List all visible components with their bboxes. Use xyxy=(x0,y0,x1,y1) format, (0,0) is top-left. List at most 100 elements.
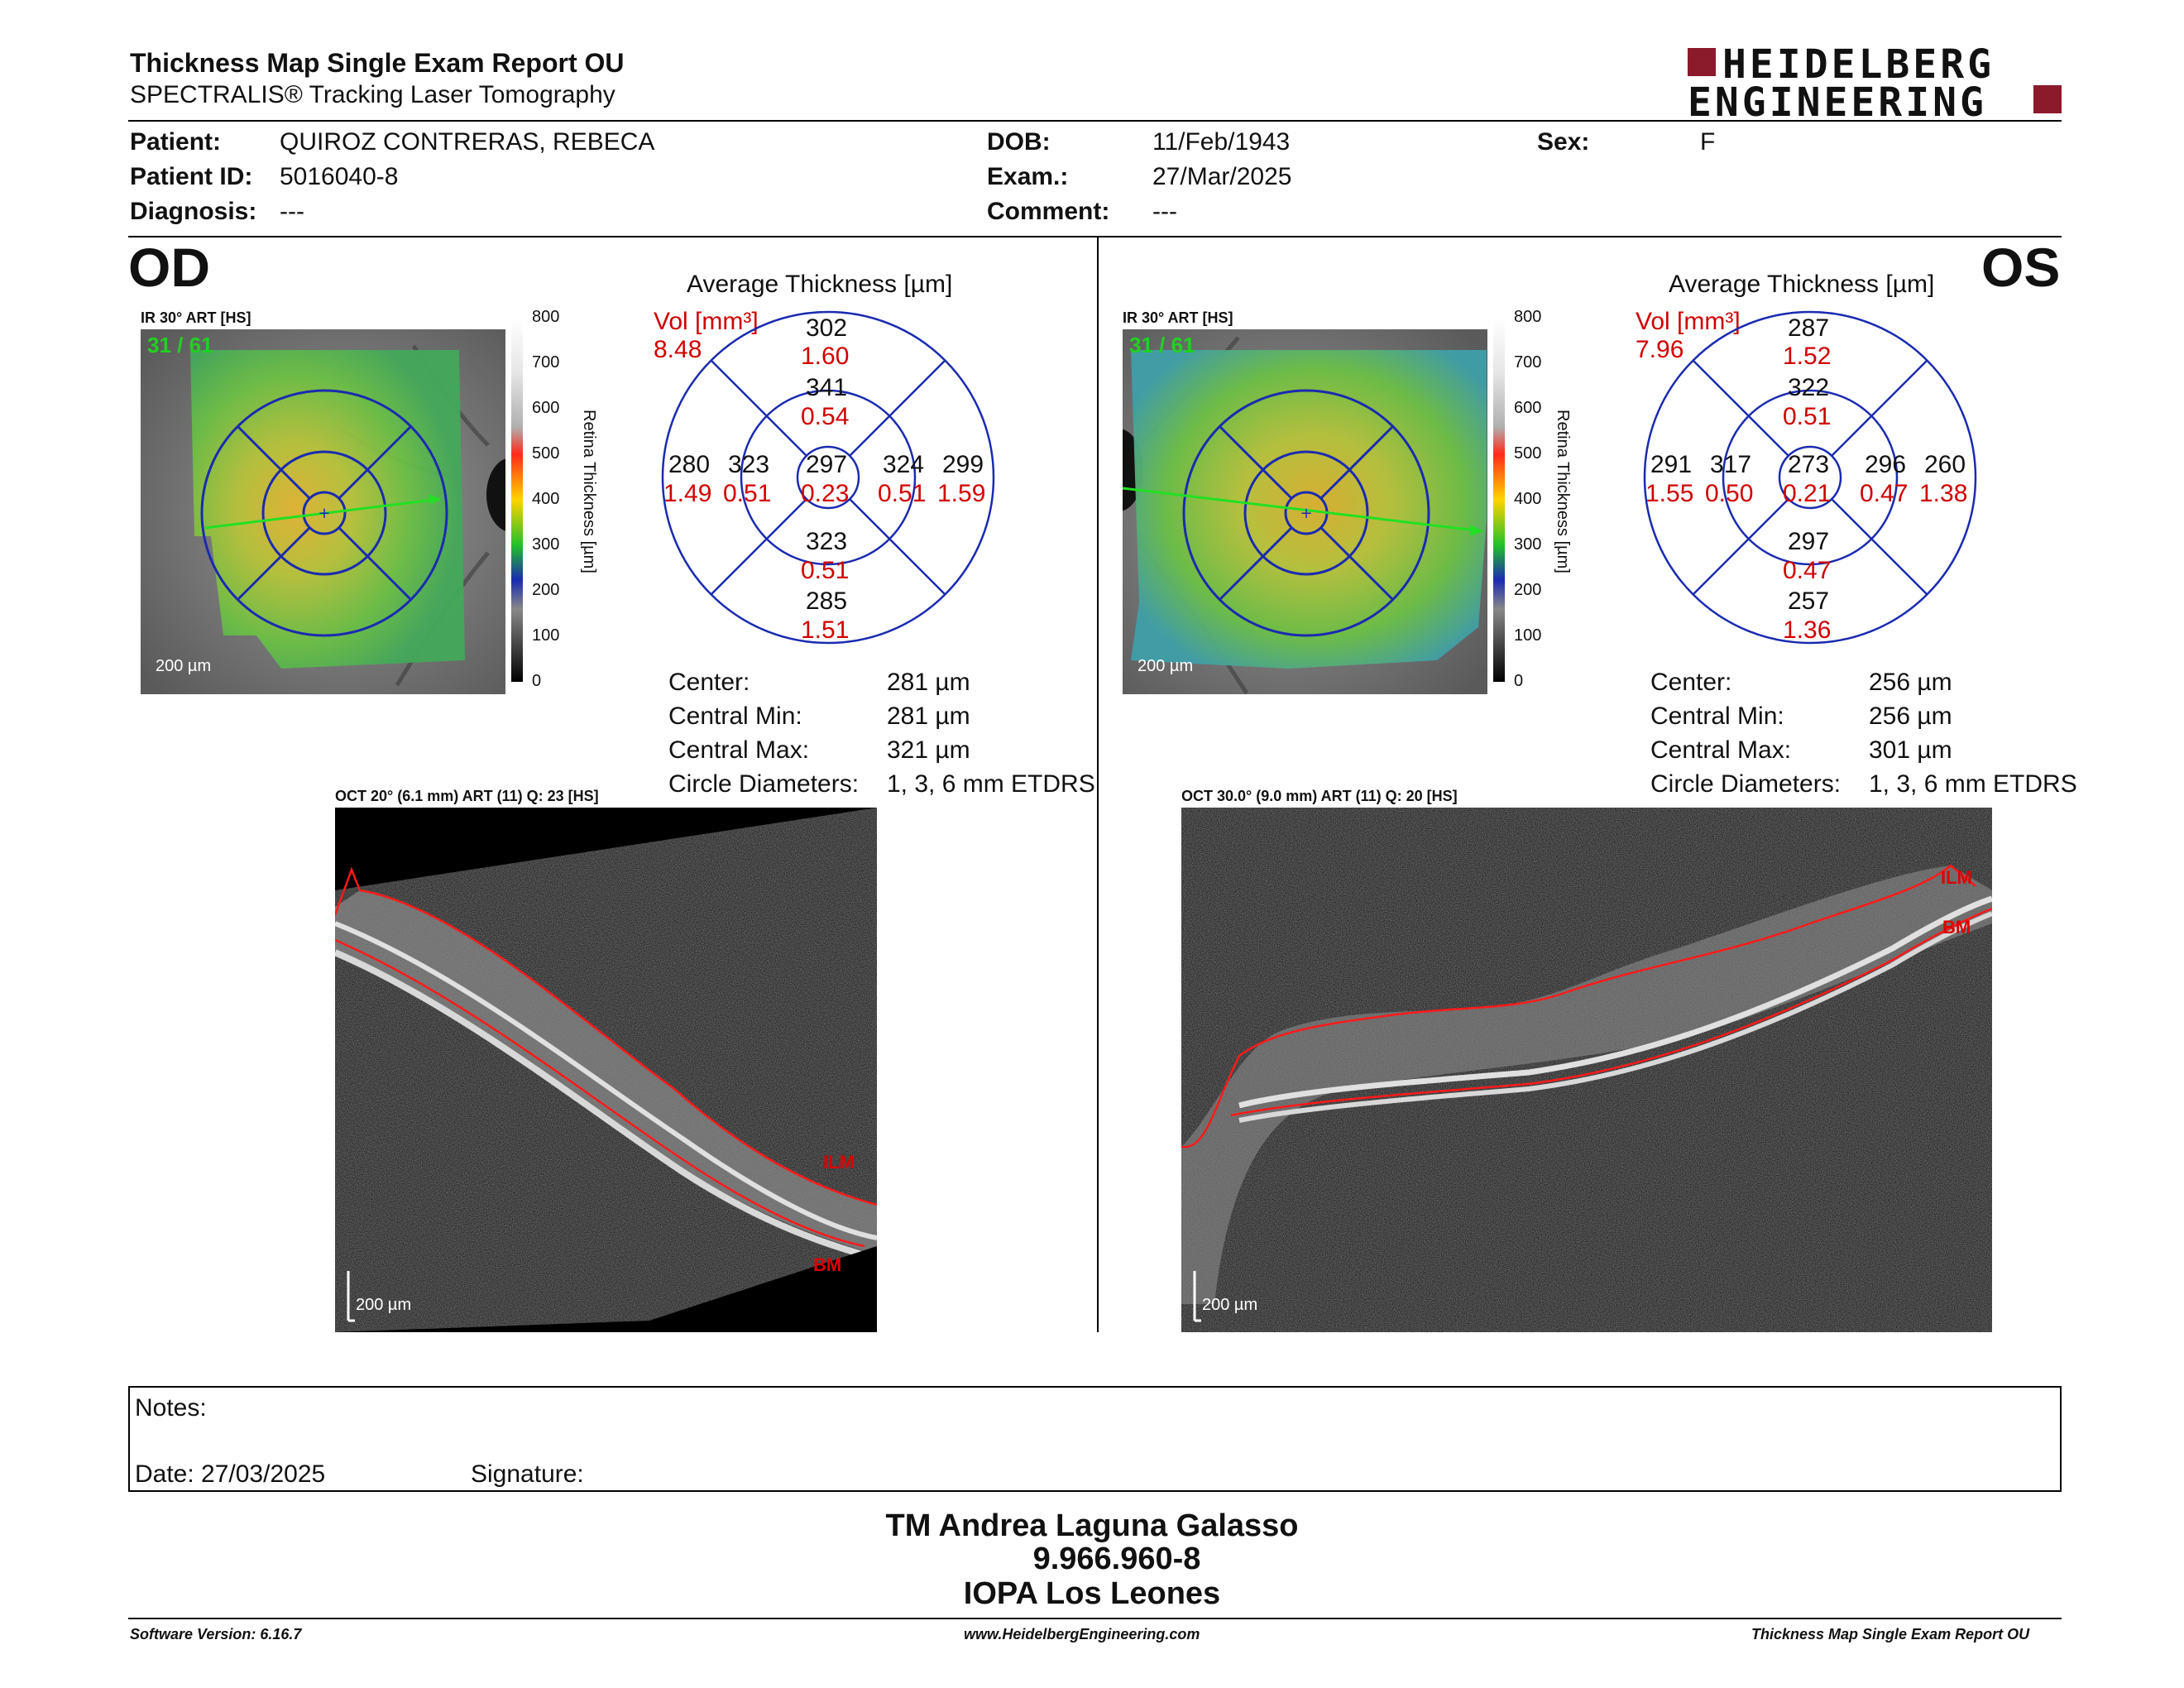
os-eye-label: OS xyxy=(1981,237,2061,298)
od-outer-temp-thick: 280 xyxy=(668,451,711,478)
os-bm-label: BM xyxy=(1942,917,1971,938)
os-center-thick: 273 xyxy=(1788,451,1830,478)
os-stat-value: 1, 3, 6 mm ETDRS xyxy=(1869,770,2077,798)
logo-square-top xyxy=(1688,48,1716,76)
os-avg-title: Average Thickness [µm] xyxy=(1669,271,1935,298)
od-tick-100: 100 xyxy=(532,626,560,645)
os-stat-value: 301 µm xyxy=(1869,736,1952,764)
od-frame-counter: 31 / 61 xyxy=(147,333,213,357)
os-stat-value: 256 µm xyxy=(1869,703,1952,730)
od-oct-scale: 200 µm xyxy=(356,1296,412,1314)
os-oct-image: ILM BM xyxy=(1181,808,1992,1332)
comment-label: Comment: xyxy=(987,198,1110,225)
diagnosis-label: Diagnosis: xyxy=(130,198,257,225)
od-stat-label: Central Min: xyxy=(668,703,802,730)
od-tick-500: 500 xyxy=(532,444,560,463)
logo-line1: HEIDELBERG xyxy=(1722,41,1995,88)
od-center-vol: 0.23 xyxy=(801,480,850,507)
od-eye-label: OD xyxy=(128,237,210,298)
os-inner-sup-thick: 322 xyxy=(1788,374,1830,401)
notes-label: Notes: xyxy=(135,1394,207,1422)
od-oct-image: ILM BM xyxy=(335,808,877,1332)
svg-text:+: + xyxy=(318,505,330,522)
notes-box[interactable]: Notes: Date: 27/03/2025 Signature: xyxy=(128,1386,2062,1492)
os-stat-label: Circle Diameters: xyxy=(1650,770,1842,798)
od-outer-inf-vol: 1.51 xyxy=(801,616,850,644)
notes-date: Date: 27/03/2025 xyxy=(135,1460,326,1488)
od-ilm-label: ILM xyxy=(823,1152,855,1172)
os-inner-inf-vol: 0.47 xyxy=(1783,557,1832,584)
os-stat-label: Central Min: xyxy=(1650,703,1784,730)
od-bm-label: BM xyxy=(813,1254,841,1275)
od-stat-value: 1, 3, 6 mm ETDRS xyxy=(887,770,1095,798)
software-version: Software Version: 6.16.7 xyxy=(130,1626,302,1642)
report-subtitle: SPECTRALIS® Tracking Laser Tomography xyxy=(130,81,615,108)
od-oct-caption: OCT 20° (6.1 mm) ART (11) Q: 23 [HS] xyxy=(335,788,599,804)
exam-label: Exam.: xyxy=(987,163,1069,190)
technician-rut: 9.966.960-8 xyxy=(1032,1542,1201,1576)
os-tick-0: 0 xyxy=(1514,672,1524,690)
os-tick-800: 800 xyxy=(1514,308,1542,326)
os-outer-nasal-vol: 1.38 xyxy=(1919,480,1968,507)
os-oct-scale: 200 µm xyxy=(1202,1296,1258,1314)
dob-value: 11/Feb/1943 xyxy=(1152,128,1291,156)
os-outer-nasal-thick: 260 xyxy=(1924,451,1966,478)
signature-label: Signature: xyxy=(471,1460,584,1488)
report-title: Thickness Map Single Exam Report OU xyxy=(130,48,625,78)
od-stat-label: Central Max: xyxy=(668,736,810,764)
od-ir-caption: IR 30° ART [HS] xyxy=(141,309,251,326)
patient-label: Patient: xyxy=(130,128,222,156)
website-link[interactable]: www.HeidelbergEngineering.com xyxy=(964,1626,1200,1642)
sex-value: F xyxy=(1700,128,1716,156)
os-inner-sup-vol: 0.51 xyxy=(1783,403,1832,430)
od-ir-scale: 200 µm xyxy=(156,657,212,675)
os-inner-temp-thick: 317 xyxy=(1710,451,1752,478)
od-ir-image: + xyxy=(141,329,505,694)
od-outer-temp-vol: 1.49 xyxy=(663,480,712,507)
os-inner-nasal-thick: 296 xyxy=(1865,451,1907,478)
od-tick-400: 400 xyxy=(532,490,560,508)
od-center-thick: 297 xyxy=(806,451,848,478)
os-outer-sup-vol: 1.52 xyxy=(1783,343,1832,370)
logo-square-bottom xyxy=(2033,85,2062,113)
os-colorbar-gradient xyxy=(1493,318,1505,682)
os-inner-temp-vol: 0.50 xyxy=(1705,480,1754,507)
footer-report-name: Thickness Map Single Exam Report OU xyxy=(1751,1626,2030,1642)
institution-name: IOPA Los Leones xyxy=(963,1576,1221,1611)
od-outer-nasal-vol: 1.59 xyxy=(937,480,986,507)
od-tick-600: 600 xyxy=(532,399,560,417)
od-colorbar-label: Retina Thickness [µm] xyxy=(580,410,598,573)
od-outer-sup-thick: 302 xyxy=(806,314,848,342)
os-outer-temp-thick: 291 xyxy=(1650,451,1693,478)
os-tick-300: 300 xyxy=(1514,535,1542,554)
os-tick-400: 400 xyxy=(1514,490,1542,508)
od-tick-700: 700 xyxy=(532,353,560,372)
od-etdrs-grid xyxy=(661,310,995,645)
os-stat-label: Center: xyxy=(1650,669,1732,696)
od-inner-temp-thick: 323 xyxy=(728,451,770,478)
sex-label: Sex: xyxy=(1537,128,1590,156)
od-vol-label: Vol [mm³] xyxy=(654,308,759,335)
exam-value: 27/Mar/2025 xyxy=(1152,163,1292,190)
od-tick-300: 300 xyxy=(532,535,560,554)
od-tick-200: 200 xyxy=(532,581,560,599)
comment-value: --- xyxy=(1152,198,1177,225)
od-tick-0: 0 xyxy=(532,672,542,690)
patient-rule xyxy=(128,236,2062,237)
logo-line2: ENGINEERING xyxy=(1688,79,1987,126)
od-inner-sup-vol: 0.54 xyxy=(801,403,850,430)
os-stat-value: 256 µm xyxy=(1869,669,1952,696)
od-colorbar-gradient xyxy=(511,318,523,682)
od-inner-nasal-thick: 324 xyxy=(883,451,925,478)
os-tick-700: 700 xyxy=(1514,353,1542,372)
od-outer-inf-thick: 285 xyxy=(806,587,848,615)
os-tick-200: 200 xyxy=(1514,581,1542,599)
os-outer-inf-thick: 257 xyxy=(1788,587,1830,615)
od-inner-temp-vol: 0.51 xyxy=(723,480,772,507)
os-inner-nasal-vol: 0.47 xyxy=(1860,480,1909,507)
os-etdrs-grid xyxy=(1643,310,1977,645)
os-frame-counter: 31 / 61 xyxy=(1129,333,1195,357)
od-tick-800: 800 xyxy=(532,308,560,326)
od-inner-inf-thick: 323 xyxy=(806,528,848,555)
os-stat-label: Central Max: xyxy=(1650,736,1792,764)
